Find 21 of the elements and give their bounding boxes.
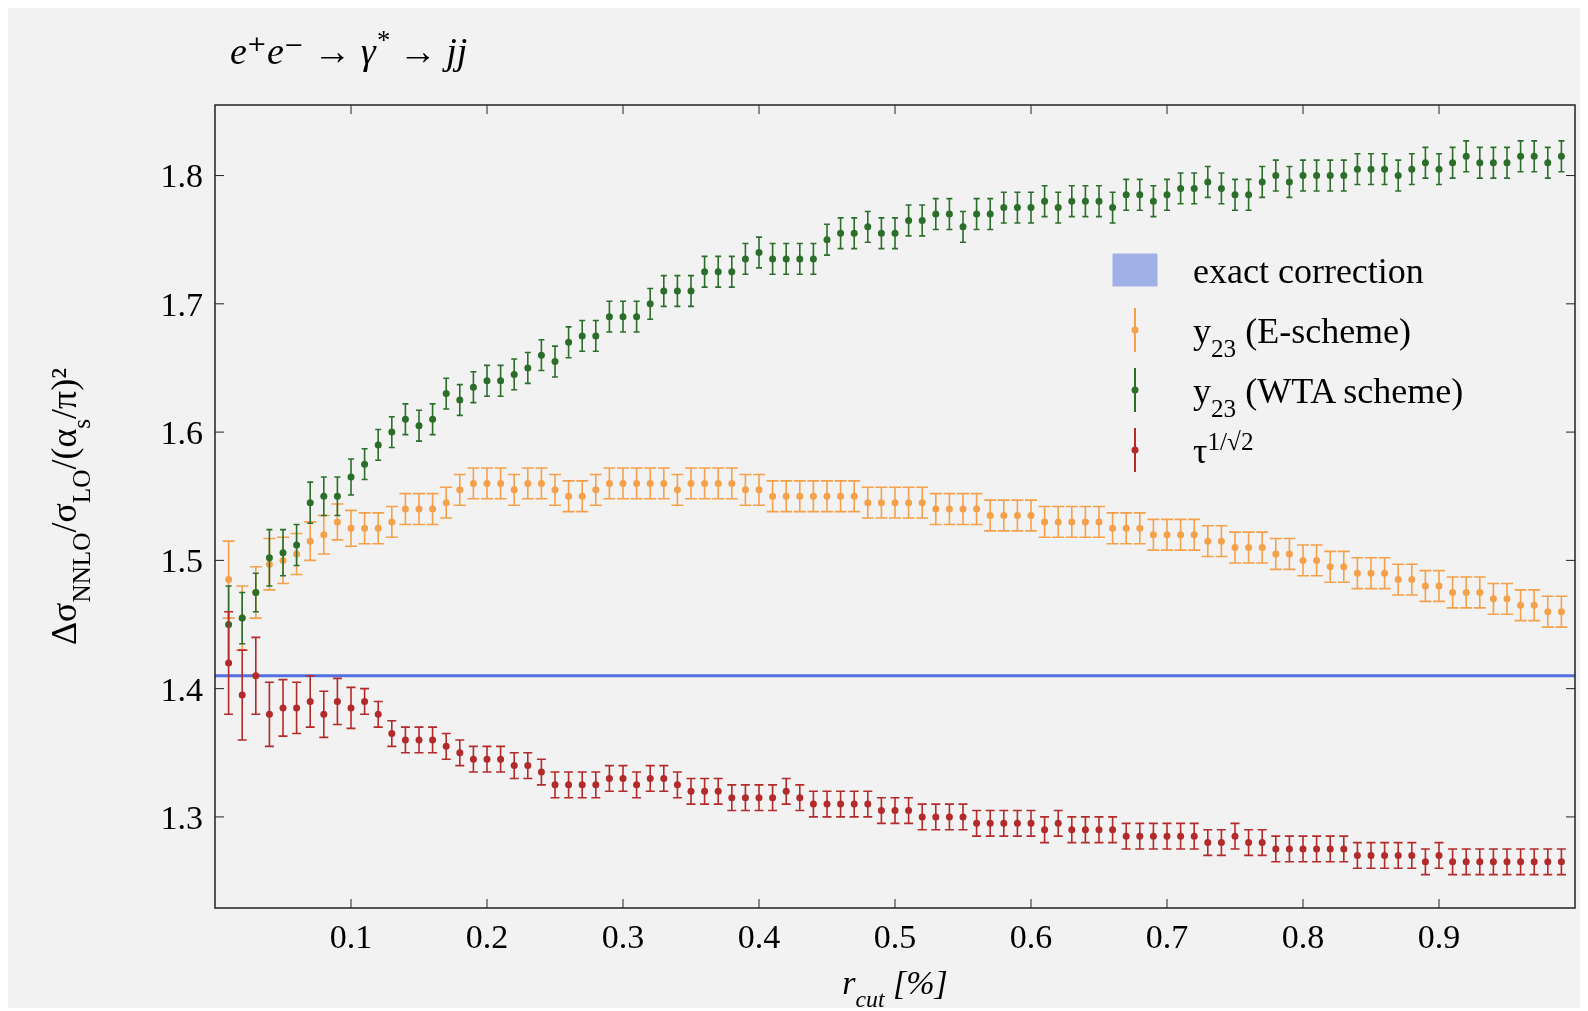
x-tick-label: 0.7 <box>1145 918 1189 955</box>
y-tick-label: 1.4 <box>160 670 203 708</box>
chart-title: e⁺e⁻ → γ$^{*}$ → jj <box>230 25 468 72</box>
x-tick-label: 0.9 <box>1417 918 1461 955</box>
x-tick-label: 0.8 <box>1281 918 1325 955</box>
y-tick-label: 1.7 <box>160 285 203 323</box>
x-tick-label: 0.2 <box>465 918 509 955</box>
legend-label: y$_{23}$ (WTA scheme) <box>1193 370 1464 422</box>
y-tick-label: 1.5 <box>160 542 203 580</box>
x-tick-label: 0.4 <box>737 918 781 955</box>
x-axis-title: r$_{cut}$ [%] <box>842 964 948 1011</box>
y-tick-label: 1.8 <box>160 157 203 195</box>
x-tick-label: 0.6 <box>1009 918 1053 955</box>
y-tick-label: 1.6 <box>160 414 203 451</box>
legend-label: τ$^{1/√2}$ <box>1193 427 1254 471</box>
x-tick-label: 0.5 <box>873 918 917 955</box>
x-tick-label: 0.3 <box>601 918 645 955</box>
legend-label: exact correction <box>1193 250 1424 291</box>
x-tick-label: 0.1 <box>329 918 373 955</box>
legend-label: y$_{23}$ (E-scheme) <box>1193 310 1412 362</box>
y-tick-label: 1.3 <box>160 798 203 836</box>
